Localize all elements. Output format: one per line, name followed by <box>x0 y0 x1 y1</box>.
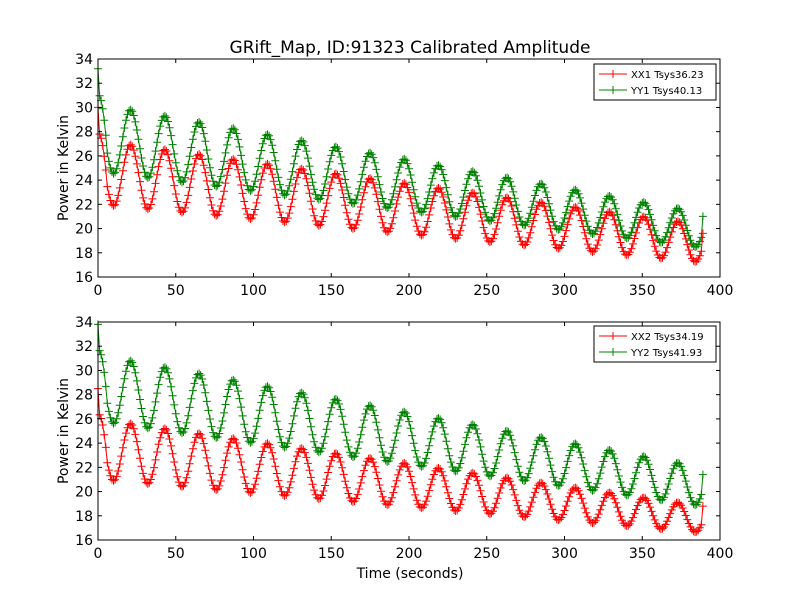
y-tick-label: 26 <box>75 149 93 165</box>
y-tick-label: 22 <box>75 197 93 213</box>
legend: XX2 Tsys34.19 YY2 Tsys41.93 <box>593 325 717 363</box>
y-tick-label: 18 <box>75 246 93 262</box>
x-tick-label: 300 <box>551 283 578 299</box>
y-axis-label: Power in Kelvin <box>56 115 72 221</box>
y-tick-label: 18 <box>75 509 93 525</box>
x-axis-label: Time (seconds) <box>356 566 464 582</box>
legend-entry-xx1: XX1 Tsys36.23 <box>599 70 704 81</box>
y-tick-label: 32 <box>75 76 93 92</box>
y-tick-label: 34 <box>75 315 93 331</box>
x-tick-label: 250 <box>473 546 500 562</box>
y-tick-label: 30 <box>75 363 93 379</box>
x-tick-label: 250 <box>473 283 500 299</box>
y-tick-label: 24 <box>75 173 93 189</box>
legend-entry-yy1: YY1 Tsys40.13 <box>599 86 702 97</box>
x-tick-label: 100 <box>240 546 267 562</box>
x-tick-label: 400 <box>707 283 734 299</box>
x-tick-label: 50 <box>167 546 185 562</box>
x-tick-label: 400 <box>707 546 734 562</box>
x-tick-label: 200 <box>396 546 423 562</box>
x-tick-label: 350 <box>629 546 656 562</box>
legend: XX1 Tsys36.23 YY1 Tsys40.13 <box>593 63 717 101</box>
figure-title: GRift_Map, ID:91323 Calibrated Amplitude <box>230 38 591 58</box>
y-tick-label: 16 <box>75 270 93 286</box>
legend-label-xx1: XX1 Tsys36.23 <box>631 70 704 81</box>
y-tick-label: 30 <box>75 100 93 116</box>
legend-entry-xx2: XX2 Tsys34.19 <box>599 332 704 343</box>
y-tick-label: 32 <box>75 339 93 355</box>
top-subplot: 0 50 100 150 200 250 300 350 400 16 18 20 22 24 26 28 30… <box>56 52 733 299</box>
y-tick-label: 34 <box>75 52 93 68</box>
x-tick-label: 300 <box>551 546 578 562</box>
y-tick-label: 28 <box>75 388 93 404</box>
x-tick-label: 100 <box>240 283 267 299</box>
ticks-layer: 0 50 100 150 200 250 300 350 400 16 18 20 22 24 26 28 30… <box>75 315 733 562</box>
legend-label-yy1: YY1 Tsys40.13 <box>630 86 702 97</box>
bottom-subplot: 0 50 100 150 200 250 300 350 400 16 18 20 22 24 26 28 30… <box>56 315 733 582</box>
y-tick-label: 28 <box>75 125 93 141</box>
x-tick-label: 50 <box>167 283 185 299</box>
x-tick-label: 150 <box>318 546 345 562</box>
x-tick-label: 0 <box>94 283 103 299</box>
y-axis-label: Power in Kelvin <box>56 378 72 484</box>
x-tick-label: 0 <box>94 546 103 562</box>
y-tick-label: 20 <box>75 485 93 501</box>
x-tick-label: 200 <box>396 283 423 299</box>
y-tick-label: 16 <box>75 533 93 549</box>
series-xx1 <box>94 103 707 266</box>
legend-frame <box>593 325 717 363</box>
legend-label-xx2: XX2 Tsys34.19 <box>631 332 704 343</box>
legend-label-yy2: YY2 Tsys41.93 <box>630 348 702 359</box>
x-tick-label: 150 <box>318 283 345 299</box>
y-tick-label: 22 <box>75 460 93 476</box>
y-tick-label: 20 <box>75 222 93 238</box>
legend-entry-yy2: YY2 Tsys41.93 <box>599 348 702 359</box>
y-tick-label: 24 <box>75 436 93 452</box>
legend-frame <box>593 63 717 101</box>
y-tick-label: 26 <box>75 412 93 428</box>
x-tick-label: 350 <box>629 283 656 299</box>
ticks-layer: 0 50 100 150 200 250 300 350 400 16 18 20 22 24 26 28 30… <box>75 52 733 299</box>
